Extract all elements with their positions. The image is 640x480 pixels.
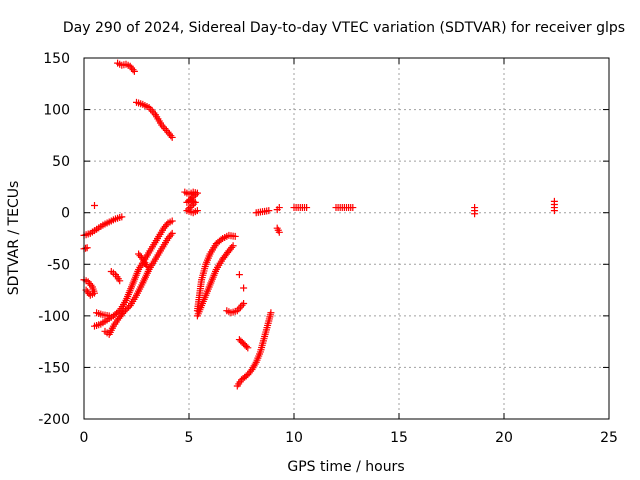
data-point [91, 201, 98, 209]
data-point [240, 299, 248, 307]
y-tick-label: -50 [47, 257, 70, 273]
data-point [275, 204, 283, 212]
y-tick-label: -150 [38, 360, 70, 376]
x-tick-label: 5 [185, 430, 194, 446]
y-tick-label: 150 [43, 51, 70, 67]
data-point [130, 67, 138, 75]
data-point [275, 228, 283, 236]
data-point [247, 367, 255, 375]
y-tick-label: -200 [38, 412, 70, 428]
data-point [231, 232, 239, 240]
data-point [121, 306, 129, 314]
data-point [228, 243, 236, 251]
y-tick-label: 50 [52, 154, 70, 170]
data-point [193, 207, 201, 215]
data-point [242, 342, 250, 350]
data-point [550, 207, 558, 215]
data-point [87, 281, 95, 289]
data-point [125, 303, 133, 311]
data-point [190, 200, 198, 208]
data-point [188, 202, 196, 210]
y-tick-label: -100 [38, 309, 70, 325]
data-point [240, 284, 248, 292]
data-point [167, 231, 175, 239]
data-point [148, 107, 156, 115]
grid [84, 58, 609, 419]
data-point [105, 312, 113, 320]
plot-frame [83, 57, 610, 420]
data-point [471, 210, 479, 218]
data-point [161, 125, 169, 133]
data-point [116, 277, 124, 285]
data-point [143, 262, 151, 270]
x-tick-label: 0 [80, 430, 89, 446]
data-point [235, 271, 243, 279]
x-tick-label: 10 [285, 430, 303, 446]
data-point [120, 308, 128, 316]
x-axis-label: GPS time / hours [287, 459, 404, 475]
data-point [265, 207, 273, 215]
data-point [84, 288, 91, 296]
data-point [168, 133, 176, 141]
data-point [217, 236, 225, 244]
y-tick-label: 100 [43, 103, 70, 119]
data-point [168, 229, 176, 237]
x-tick-label: 25 [600, 430, 618, 446]
data-point [83, 244, 91, 252]
data-point [168, 217, 176, 225]
data-point [191, 198, 199, 206]
y-axis-label: SDTVAR / TECUs [6, 181, 22, 296]
data-point [238, 301, 246, 309]
axis-ticks: 0 5 10 15 20 25 150 100 50 0 -50 -100 -150 -200 [38, 51, 618, 446]
data-point [118, 213, 126, 221]
data-point [137, 253, 145, 261]
data-point [303, 204, 311, 212]
x-tick-label: 15 [390, 430, 408, 446]
chart-title: Day 290 of 2024, Sidereal Day-to-day VTE… [63, 20, 625, 36]
data-point [123, 305, 131, 313]
data-point [236, 303, 244, 311]
data-points [80, 59, 558, 390]
data-point [244, 344, 252, 352]
data-point [186, 203, 194, 211]
y-tick-label: 0 [61, 206, 70, 222]
data-point [229, 242, 237, 250]
data-point [267, 309, 275, 317]
data-point [167, 132, 175, 140]
data-point [349, 204, 357, 212]
x-tick-label: 20 [495, 430, 513, 446]
data-point [242, 372, 250, 380]
data-point [129, 66, 137, 74]
